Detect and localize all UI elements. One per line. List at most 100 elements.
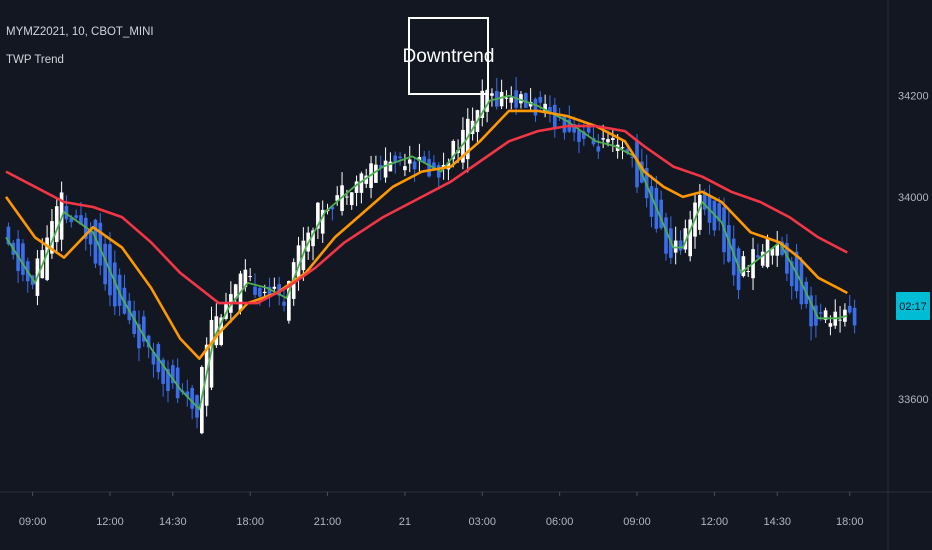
- candle-body: [601, 138, 605, 140]
- candle-body: [698, 194, 702, 230]
- candle-body: [93, 219, 98, 264]
- candle-body: [296, 245, 301, 278]
- candle-body: [248, 276, 252, 278]
- candle-body: [161, 359, 165, 384]
- candle-body: [688, 219, 693, 257]
- candle-body: [828, 323, 833, 327]
- candle-body: [175, 367, 180, 399]
- candle-body: [823, 310, 828, 320]
- x-tick-label: 12:00: [701, 516, 729, 528]
- indicator-label[interactable]: TWP Trend: [6, 53, 64, 66]
- last-price-badge[interactable]: 02:17: [896, 292, 930, 320]
- candle-body: [272, 286, 277, 289]
- annotation-box: [408, 17, 489, 95]
- badge-text: 02:17: [899, 301, 927, 313]
- candle-body: [775, 244, 780, 256]
- candle-body: [596, 146, 601, 152]
- candle-body: [838, 319, 842, 321]
- candle-body: [388, 161, 393, 172]
- candle-body: [364, 175, 369, 184]
- x-tick-label: 18:00: [236, 516, 264, 528]
- candle-body: [185, 391, 190, 397]
- candle-body: [374, 164, 378, 183]
- candle-body: [335, 195, 340, 201]
- candle-body: [577, 129, 581, 142]
- candle-body: [378, 165, 383, 168]
- ema-lines-layer: [4, 94, 848, 411]
- x-tick-label: 12:00: [96, 516, 124, 528]
- x-tick-label: 14:30: [159, 516, 187, 528]
- candle-body: [548, 107, 552, 115]
- candle-body: [702, 192, 707, 210]
- x-tick-label: 18:00: [836, 516, 864, 528]
- x-tick-label: 21: [399, 516, 411, 528]
- candle-body: [625, 149, 630, 154]
- candle-body: [407, 159, 412, 164]
- candle-body: [499, 91, 504, 107]
- candles-layer: [6, 77, 857, 435]
- candle-body: [717, 203, 722, 222]
- candle-body: [166, 368, 170, 391]
- candle-body: [465, 118, 470, 160]
- candle-body: [552, 104, 557, 129]
- candle-body: [45, 237, 49, 280]
- x-tick-label: 06:00: [546, 516, 574, 528]
- candle-body: [287, 281, 291, 321]
- candle-body: [21, 243, 25, 275]
- candle-body: [504, 97, 509, 99]
- candle-body: [50, 221, 54, 254]
- candle-body: [606, 139, 610, 143]
- candle-body: [112, 262, 117, 307]
- symbol-title[interactable]: MYMZ2021, 10, CBOT_MINI: [6, 26, 154, 38]
- candle-body: [789, 261, 794, 287]
- candle-body: [741, 256, 746, 277]
- candle-body: [818, 312, 823, 314]
- candle-body: [746, 270, 751, 272]
- candle-body: [649, 186, 654, 217]
- candle-body: [572, 124, 576, 133]
- candle-body: [262, 291, 267, 294]
- ema-fast-line: [5, 94, 848, 411]
- candle-body: [611, 138, 615, 140]
- x-tick-label: 03:00: [469, 516, 497, 528]
- candle-body: [785, 243, 789, 274]
- candle-body: [359, 173, 364, 193]
- y-tick-label: 34200: [898, 91, 929, 103]
- candle-body: [480, 90, 485, 118]
- ema-mid-line: [4, 109, 848, 360]
- candle-body: [659, 199, 663, 229]
- candle-body: [398, 156, 402, 159]
- candle-body: [523, 93, 528, 108]
- badge-box: [896, 292, 930, 320]
- candle-body: [74, 215, 78, 218]
- candle-body: [79, 215, 83, 225]
- candle-body: [151, 351, 156, 365]
- candle-body: [852, 307, 857, 326]
- candle-body: [509, 97, 514, 103]
- candle-body: [760, 251, 765, 266]
- x-tick-label: 21:00: [314, 516, 342, 528]
- candle-body: [383, 160, 388, 178]
- candle-body: [533, 98, 538, 116]
- candle-body: [214, 316, 219, 346]
- annotation-text: Downtrend: [403, 46, 495, 67]
- candle-body: [794, 251, 799, 292]
- candle-body: [432, 162, 436, 169]
- candle-body: [69, 218, 74, 223]
- candle-body: [233, 284, 238, 299]
- candle-body: [137, 324, 141, 349]
- candle-body: [422, 156, 427, 163]
- candle-body: [809, 295, 813, 327]
- candle-body: [258, 287, 262, 297]
- candle-body: [393, 155, 398, 164]
- candle-body: [170, 365, 175, 384]
- candle-body: [417, 157, 422, 161]
- trend-annotation: Downtrend: [403, 17, 495, 95]
- candle-body: [770, 248, 775, 256]
- candle-body: [320, 209, 325, 234]
- candle-body: [146, 335, 151, 348]
- candle-body: [756, 255, 760, 258]
- candle-body: [330, 206, 335, 210]
- candle-body: [461, 129, 465, 163]
